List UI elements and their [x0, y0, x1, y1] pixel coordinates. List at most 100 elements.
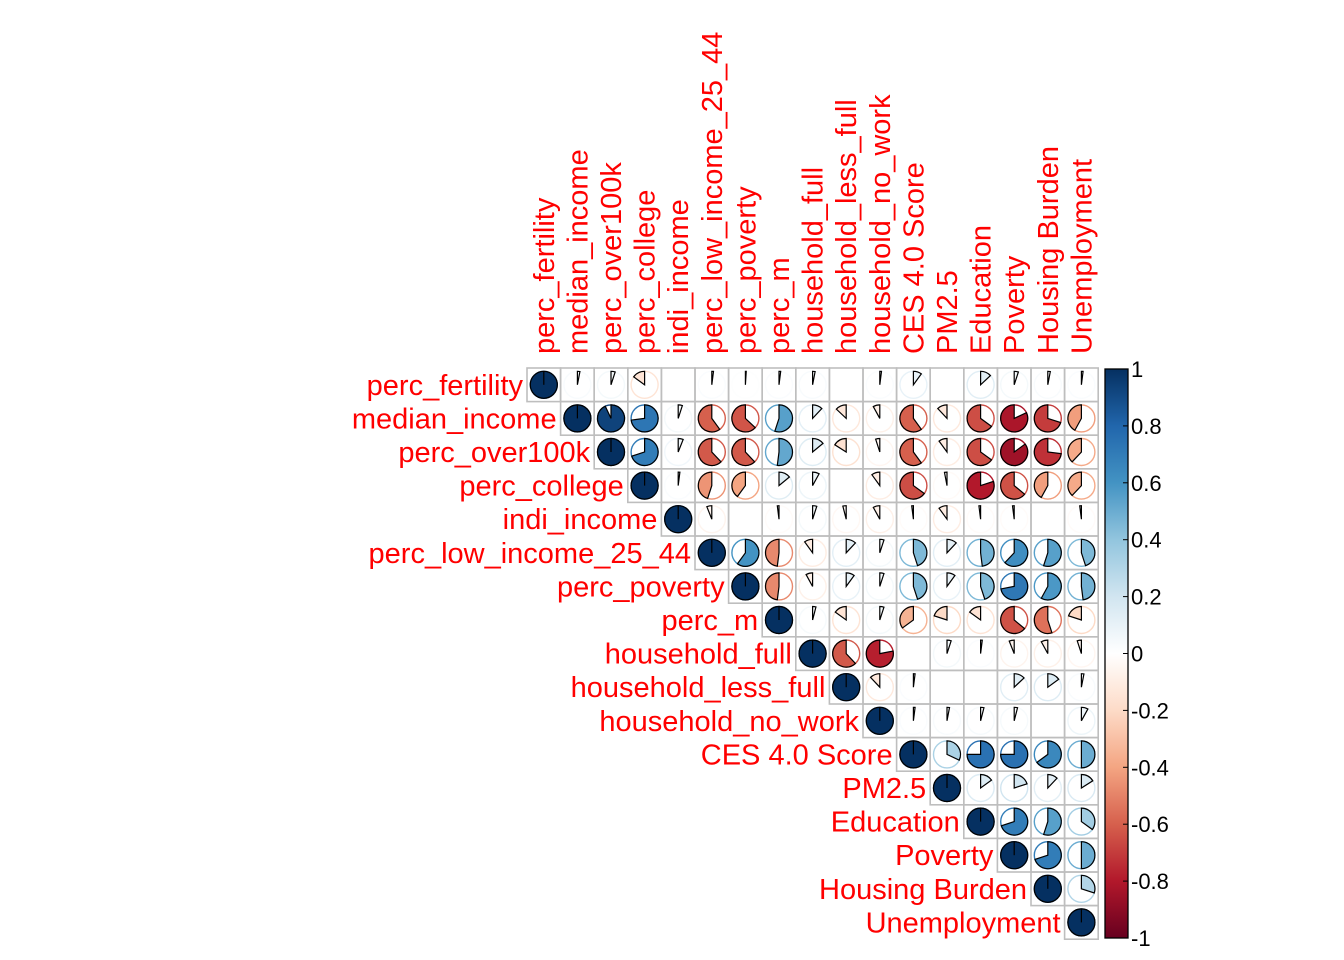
pie-wedge: [631, 437, 659, 467]
corr-pie-11-11: [899, 740, 928, 769]
corr-pie-8-9: [832, 639, 861, 668]
corr-pie-3-9: [832, 471, 861, 500]
corr-pie-5-11: [899, 538, 928, 567]
column-label: Education: [966, 225, 998, 354]
pie-wedge: [1067, 437, 1082, 463]
corr-pie-3-6: [731, 471, 760, 500]
pie-wedge: [968, 605, 982, 622]
corr-pie-5-16: [1067, 538, 1096, 567]
pie-wedge: [946, 538, 958, 555]
color-legend: 1 0.8 0.6 0.4 0.2 0 -0.2 -0.4 -0.6 -0.8 -1: [1104, 357, 1169, 951]
corr-pie-0-10: [865, 370, 894, 399]
corr-pie-13-13: [966, 807, 995, 836]
pie-wedge: [1000, 740, 1029, 769]
corr-pie-8-16: [1067, 639, 1096, 668]
corr-pie-1-4: [664, 404, 693, 433]
pie-wedge: [812, 471, 820, 486]
pie-outline: [1033, 706, 1063, 735]
row-label: CES 4.0 Score: [701, 739, 893, 771]
pie-wedge: [812, 505, 818, 520]
pie-outline: [731, 505, 760, 534]
corr-pie-11-14: [1000, 740, 1029, 769]
corr-pie-0-0: [529, 370, 558, 399]
corr-pie-6-6: [731, 572, 760, 601]
corr-pie-9-16: [1067, 673, 1096, 702]
corr-pie-6-11: [899, 572, 928, 601]
corr-pie-3-14: [1000, 471, 1029, 500]
corr-pie-2-6: [731, 437, 760, 467]
row-label: Housing Burden: [819, 874, 1027, 906]
pie-wedge: [1000, 572, 1029, 601]
pie-wedge: [610, 370, 616, 385]
pie-wedge: [697, 437, 722, 467]
pie-wedge: [946, 740, 962, 761]
pie-wedge: [874, 437, 881, 453]
corr-pie-8-11: [899, 639, 928, 668]
corr-pie-0-16: [1067, 370, 1096, 399]
corr-pie-1-6: [731, 404, 760, 433]
pie-wedge: [1080, 706, 1089, 722]
corr-pie-12-14: [1000, 773, 1029, 803]
pie-wedge: [1042, 538, 1062, 567]
colorbar-ticks: 1 0.8 0.6 0.4 0.2 0 -0.2 -0.4 -0.6 -0.8 -1: [1123, 357, 1169, 951]
corr-pie-7-13: [966, 605, 995, 635]
column-label: household_no_work: [865, 94, 897, 354]
corr-pie-2-15: [1033, 437, 1063, 467]
corr-pie-5-13: [966, 538, 995, 567]
pie-wedge: [632, 370, 646, 386]
pie-wedge: [1011, 505, 1015, 520]
pie-wedge: [697, 404, 721, 433]
corr-pie-2-11: [899, 437, 928, 467]
column-label: indi_income: [663, 199, 695, 354]
corr-pie-3-15: [1033, 471, 1063, 500]
pie-wedge: [1047, 370, 1052, 385]
pie-wedge: [778, 370, 782, 385]
grid-cell: [1063, 904, 1099, 940]
column-labels: perc_fertility median_income perc_over100k…: [529, 32, 1099, 354]
corr-pie-2-8: [798, 437, 827, 467]
corr-pie-9-10: [865, 673, 894, 702]
pie-wedge: [706, 505, 713, 520]
corr-pie-2-12: [932, 437, 962, 467]
pie-wedge: [677, 404, 684, 419]
pie-outline: [932, 370, 962, 399]
pie-wedge: [1013, 370, 1020, 385]
corr-pie-8-8: [798, 639, 827, 668]
corr-pie-0-2: [596, 370, 626, 399]
corr-pie-9-11: [899, 673, 928, 702]
pie-wedge: [1033, 471, 1049, 499]
pie-wedge: [711, 370, 715, 385]
pie-wedge: [1067, 605, 1082, 621]
pie-outline: [899, 639, 928, 668]
pie-wedge: [1040, 639, 1049, 654]
pie-wedge: [879, 605, 885, 621]
pie-wedge: [1000, 437, 1029, 467]
corr-pie-10-11: [899, 706, 928, 735]
column-label: Unemployment: [1066, 159, 1098, 354]
row-label: household_no_work: [599, 706, 859, 738]
pie-wedge: [879, 572, 885, 587]
pie-wedge: [1080, 538, 1096, 567]
pie-wedge: [1080, 807, 1096, 831]
pie-wedge: [899, 404, 923, 433]
corr-pie-1-1: [563, 404, 592, 433]
pie-wedge: [1008, 639, 1015, 654]
pie-outline: [832, 370, 861, 399]
pie-wedge: [980, 773, 993, 790]
corr-pie-4-14: [1000, 505, 1029, 534]
column-label: household_less_full: [831, 99, 863, 354]
corr-pie-0-11: [899, 370, 928, 399]
pie-wedge: [731, 404, 757, 433]
column-label: perc_fertility: [529, 197, 561, 354]
colorbar-tick-label: -0.2: [1131, 698, 1169, 723]
corr-pie-11-12: [932, 740, 962, 769]
pie-wedge: [774, 404, 794, 433]
column-label: perc_poverty: [730, 186, 762, 354]
pie-wedge: [812, 437, 824, 454]
corr-pie-6-15: [1033, 572, 1063, 601]
colorbar-tick-label: -0.4: [1131, 755, 1169, 780]
corr-pie-4-15: [1033, 505, 1063, 534]
row-label: Poverty: [895, 840, 994, 872]
row-label: perc_low_income_25_44: [369, 538, 691, 570]
corr-pie-5-9: [832, 538, 861, 567]
